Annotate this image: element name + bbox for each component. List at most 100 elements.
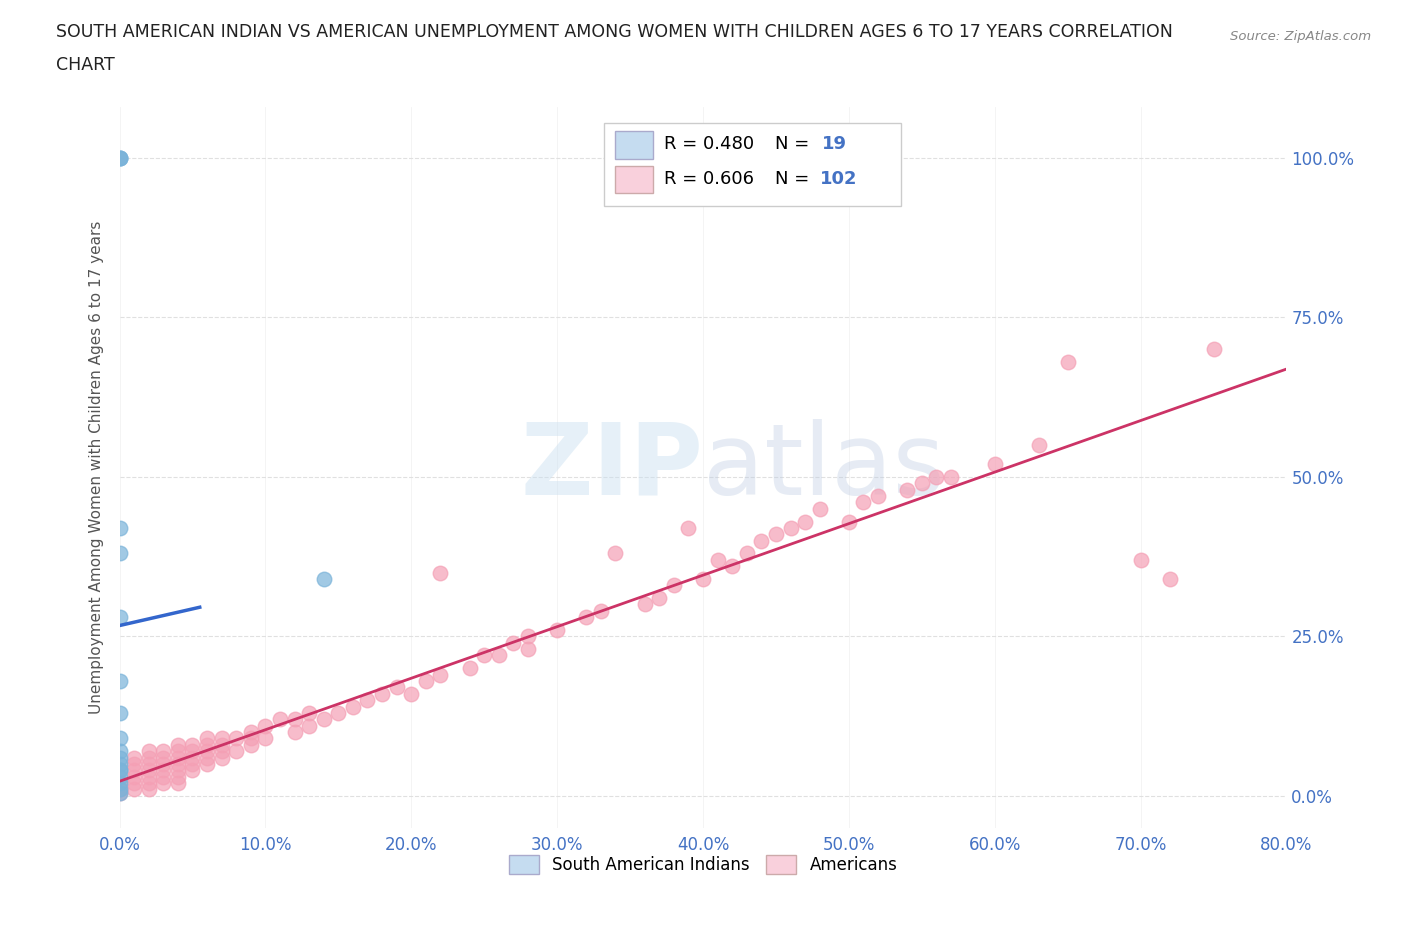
Point	[312, 572, 335, 587]
Text: atlas: atlas	[703, 418, 945, 516]
Point	[181, 737, 204, 752]
Point	[911, 476, 934, 491]
Text: R = 0.606: R = 0.606	[665, 170, 755, 188]
Point	[195, 756, 218, 771]
Point	[108, 744, 131, 759]
Point	[575, 610, 598, 625]
Point	[1028, 437, 1050, 452]
Point	[866, 488, 890, 503]
Point	[706, 552, 728, 567]
Point	[181, 744, 204, 759]
Point	[589, 604, 612, 618]
Point	[108, 706, 131, 721]
Point	[138, 776, 160, 790]
Point	[429, 565, 451, 580]
Point	[254, 718, 277, 733]
Point	[225, 744, 247, 759]
Point	[211, 737, 233, 752]
Point	[751, 533, 773, 548]
Point	[108, 785, 131, 800]
Text: Source: ZipAtlas.com: Source: ZipAtlas.com	[1230, 30, 1371, 43]
Point	[211, 751, 233, 765]
Point	[502, 635, 524, 650]
Point	[517, 642, 540, 657]
Point	[152, 763, 174, 777]
Text: 102: 102	[820, 170, 858, 188]
Point	[108, 776, 131, 790]
Point	[472, 648, 495, 663]
Point	[692, 572, 714, 587]
Text: ZIP: ZIP	[520, 418, 703, 516]
Point	[166, 737, 188, 752]
Point	[765, 527, 787, 542]
Point	[312, 711, 335, 726]
Point	[166, 744, 188, 759]
Point	[122, 763, 145, 777]
Point	[896, 483, 918, 498]
Point	[108, 763, 131, 777]
Point	[181, 756, 204, 771]
Point	[239, 737, 262, 752]
Point	[166, 769, 188, 784]
Point	[488, 648, 510, 663]
Point	[678, 521, 700, 536]
Point	[808, 501, 831, 516]
Point	[239, 724, 262, 739]
Point	[122, 776, 145, 790]
Point	[108, 151, 131, 166]
FancyBboxPatch shape	[603, 123, 901, 206]
FancyBboxPatch shape	[616, 166, 652, 193]
Point	[122, 751, 145, 765]
Point	[415, 673, 437, 688]
Point	[108, 785, 131, 800]
Point	[546, 622, 568, 637]
Text: N =: N =	[775, 136, 810, 153]
Point	[939, 470, 962, 485]
Point	[356, 693, 378, 708]
Text: N =: N =	[775, 170, 810, 188]
Point	[633, 597, 655, 612]
Point	[152, 756, 174, 771]
Point	[429, 667, 451, 682]
Point	[195, 744, 218, 759]
Point	[122, 756, 145, 771]
Point	[254, 731, 277, 746]
Point	[211, 731, 233, 746]
Point	[152, 769, 174, 784]
Point	[342, 699, 364, 714]
Point	[181, 763, 204, 777]
Point	[108, 756, 131, 771]
Point	[298, 718, 321, 733]
Point	[108, 751, 131, 765]
Point	[108, 763, 131, 777]
Point	[517, 629, 540, 644]
Point	[925, 470, 948, 485]
Legend: South American Indians, Americans: South American Indians, Americans	[502, 848, 904, 881]
Point	[138, 763, 160, 777]
Point	[1202, 342, 1225, 357]
Point	[1129, 552, 1152, 567]
Point	[138, 744, 160, 759]
Point	[108, 731, 131, 746]
Point	[122, 769, 145, 784]
Text: R = 0.480: R = 0.480	[665, 136, 755, 153]
Point	[458, 661, 481, 676]
Point	[852, 495, 875, 510]
Point	[328, 706, 350, 721]
Point	[108, 673, 131, 688]
Point	[225, 731, 247, 746]
Point	[108, 521, 131, 536]
Point	[648, 591, 671, 605]
Point	[779, 521, 801, 536]
Point	[152, 744, 174, 759]
Point	[283, 711, 307, 726]
Point	[138, 769, 160, 784]
Point	[283, 724, 307, 739]
Point	[605, 546, 627, 561]
Point	[794, 514, 817, 529]
Point	[838, 514, 860, 529]
Point	[298, 706, 321, 721]
Point	[108, 610, 131, 625]
Point	[108, 151, 131, 166]
Point	[269, 711, 291, 726]
